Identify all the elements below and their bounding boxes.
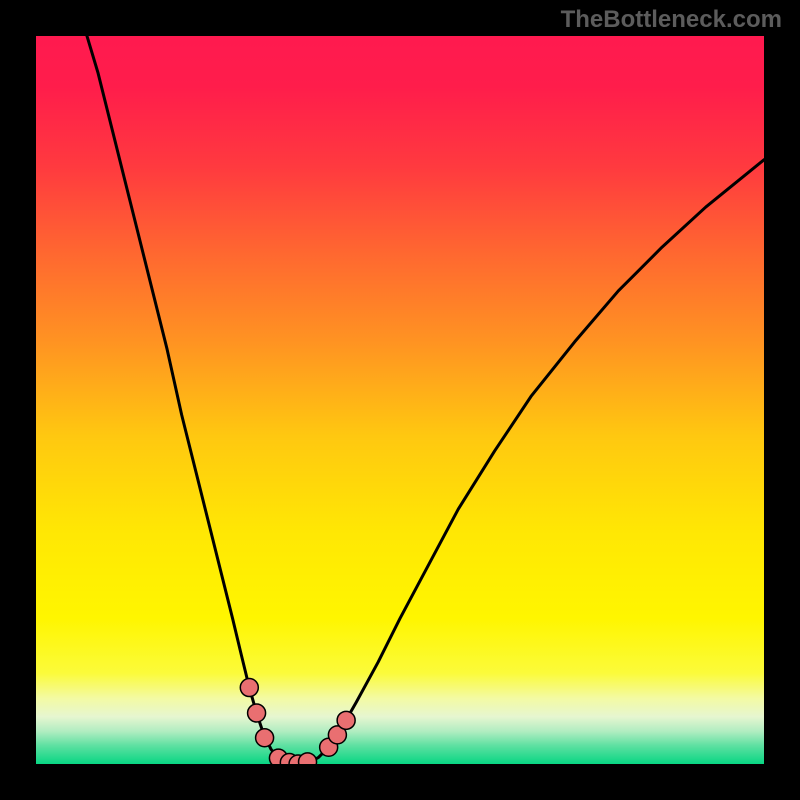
- data-marker: [248, 704, 266, 722]
- data-marker: [256, 729, 274, 747]
- bottleneck-curve: [87, 36, 764, 764]
- chart-container: TheBottleneck.com: [0, 0, 800, 800]
- curve-layer: [36, 36, 764, 764]
- data-marker: [299, 753, 317, 764]
- data-marker: [337, 711, 355, 729]
- data-marker: [240, 679, 258, 697]
- plot-area: [36, 36, 764, 764]
- attribution-text: TheBottleneck.com: [561, 6, 782, 34]
